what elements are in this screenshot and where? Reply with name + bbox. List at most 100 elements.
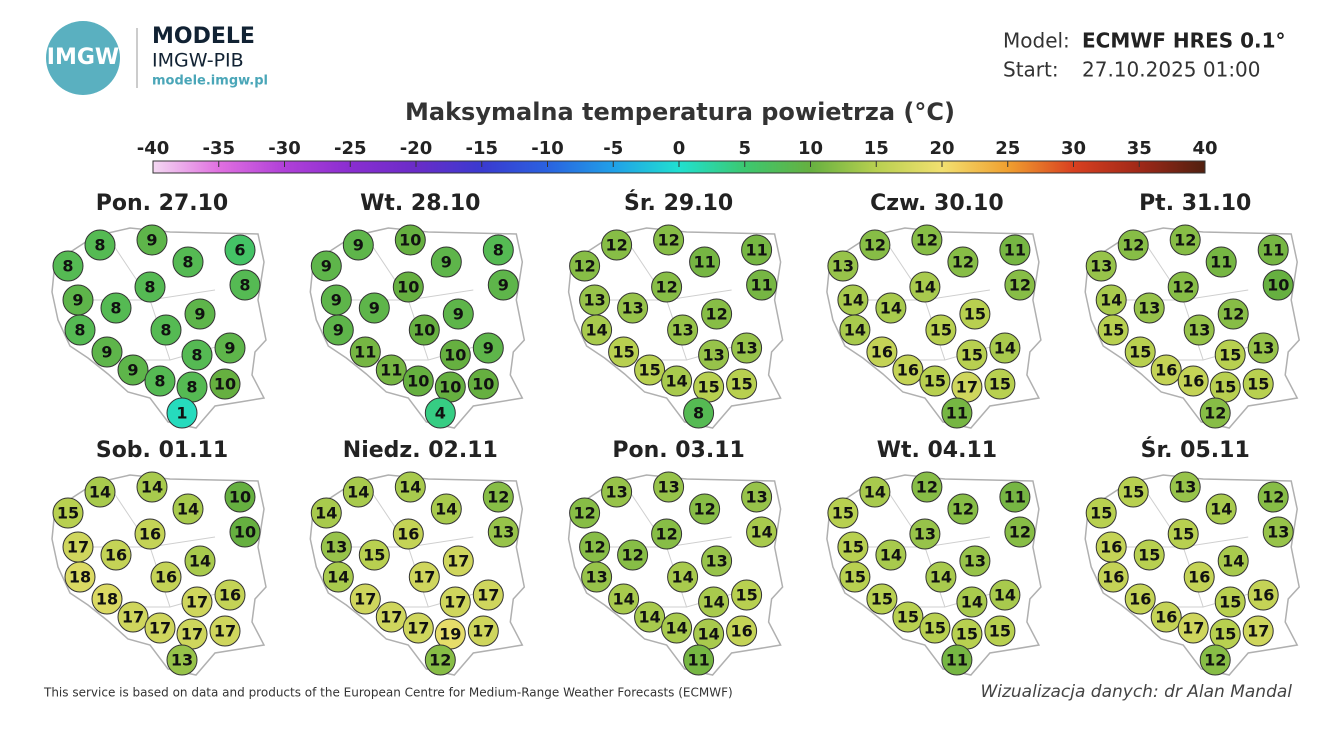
station-marker [144,612,176,644]
station-marker [358,539,390,571]
station-marker [172,493,204,525]
station-value: 13 [1188,321,1210,340]
station-marker [653,224,685,256]
station-marker [402,365,434,397]
station-value: 11 [946,651,968,670]
station-value: 9 [353,236,364,255]
station-marker [1199,644,1231,676]
station-marker [731,332,763,364]
station-marker [144,365,176,397]
day-label: Pon. 27.10 [96,191,229,216]
station-value: 10 [234,523,256,542]
station-marker [925,561,957,593]
station-marker [1177,612,1209,644]
station-value: 8 [186,378,197,397]
station-marker [1242,615,1274,647]
station-value: 8 [191,346,202,365]
station-marker [911,224,943,256]
station-value: 13 [583,291,605,310]
station-value: 12 [1009,276,1031,295]
station-value: 14 [880,299,902,318]
station-value: 9 [321,257,332,276]
station-marker [349,336,381,368]
station-value: 11 [946,404,968,423]
station-marker [358,292,390,324]
station-value: 14 [315,504,337,523]
station-marker [859,476,891,508]
station-marker [731,579,763,611]
station-marker [689,493,721,525]
station-marker [472,332,504,364]
station-value: 9 [146,231,157,250]
station-marker [487,516,519,548]
station-marker [925,314,957,346]
station-marker [310,497,342,529]
station-marker [1247,332,1279,364]
colorbar-tick-label: 40 [1192,138,1217,159]
station-marker [989,579,1021,611]
station-marker [52,497,84,529]
day-label: Sob. 01.11 [96,438,228,463]
station-value: 17 [472,622,494,641]
station-marker [984,368,1016,400]
colorbar-tick-label: -35 [202,138,235,159]
station-value: 15 [57,504,79,523]
colorbar-tick-label: 25 [995,138,1020,159]
station-value: 15 [897,608,919,627]
station-value: 14 [435,500,457,519]
station-marker [64,314,96,346]
station-value: 14 [1222,552,1244,571]
station-value: 10 [413,321,435,340]
station-marker [392,518,424,550]
station-marker [989,332,1021,364]
station-value: 8 [182,253,193,272]
station-value: 15 [363,546,385,565]
station-marker [1097,561,1129,593]
station-value: 13 [705,552,727,571]
station-value: 15 [956,625,978,644]
station-value: 14 [89,483,111,502]
station-marker [1183,314,1215,346]
station-value: 17 [407,619,429,638]
station-marker [959,298,991,330]
station-marker [467,368,499,400]
station-value: 17 [1182,619,1204,638]
station-value: 15 [989,622,1011,641]
station-marker [430,493,462,525]
station-value: 9 [483,339,494,358]
station-value: 11 [745,241,767,260]
station-marker [909,518,941,550]
station-value: 16 [1129,590,1151,609]
station-value: 13 [671,321,693,340]
station-value: 13 [585,568,607,587]
station-value: 15 [612,343,634,362]
station-value: 12 [705,305,727,324]
station-value: 12 [583,538,605,557]
station-marker [342,229,374,261]
station-value: 16 [397,525,419,544]
station-marker [741,234,773,266]
station-marker [1150,354,1182,386]
station-marker [866,336,898,368]
station-marker [229,516,261,548]
station-marker [136,224,168,256]
station-marker [310,250,342,282]
station-marker [394,471,426,503]
station-value: 15 [1219,593,1241,612]
station-value: 10 [229,488,251,507]
station-marker [184,545,216,577]
station-marker [439,586,471,618]
station-value: 15 [989,375,1011,394]
station-value: 13 [325,538,347,557]
station-value: 14 [994,339,1016,358]
station-marker [726,615,758,647]
station-value: 14 [399,478,421,497]
station-marker [875,539,907,571]
colorbar-tick-label: 15 [864,138,889,159]
station-value: 12 [655,525,677,544]
station-value: 16 [1102,568,1124,587]
station-marker [394,224,426,256]
colorbar-tick-label: -20 [400,138,433,159]
station-value: 15 [1172,525,1194,544]
station-marker [701,545,733,577]
